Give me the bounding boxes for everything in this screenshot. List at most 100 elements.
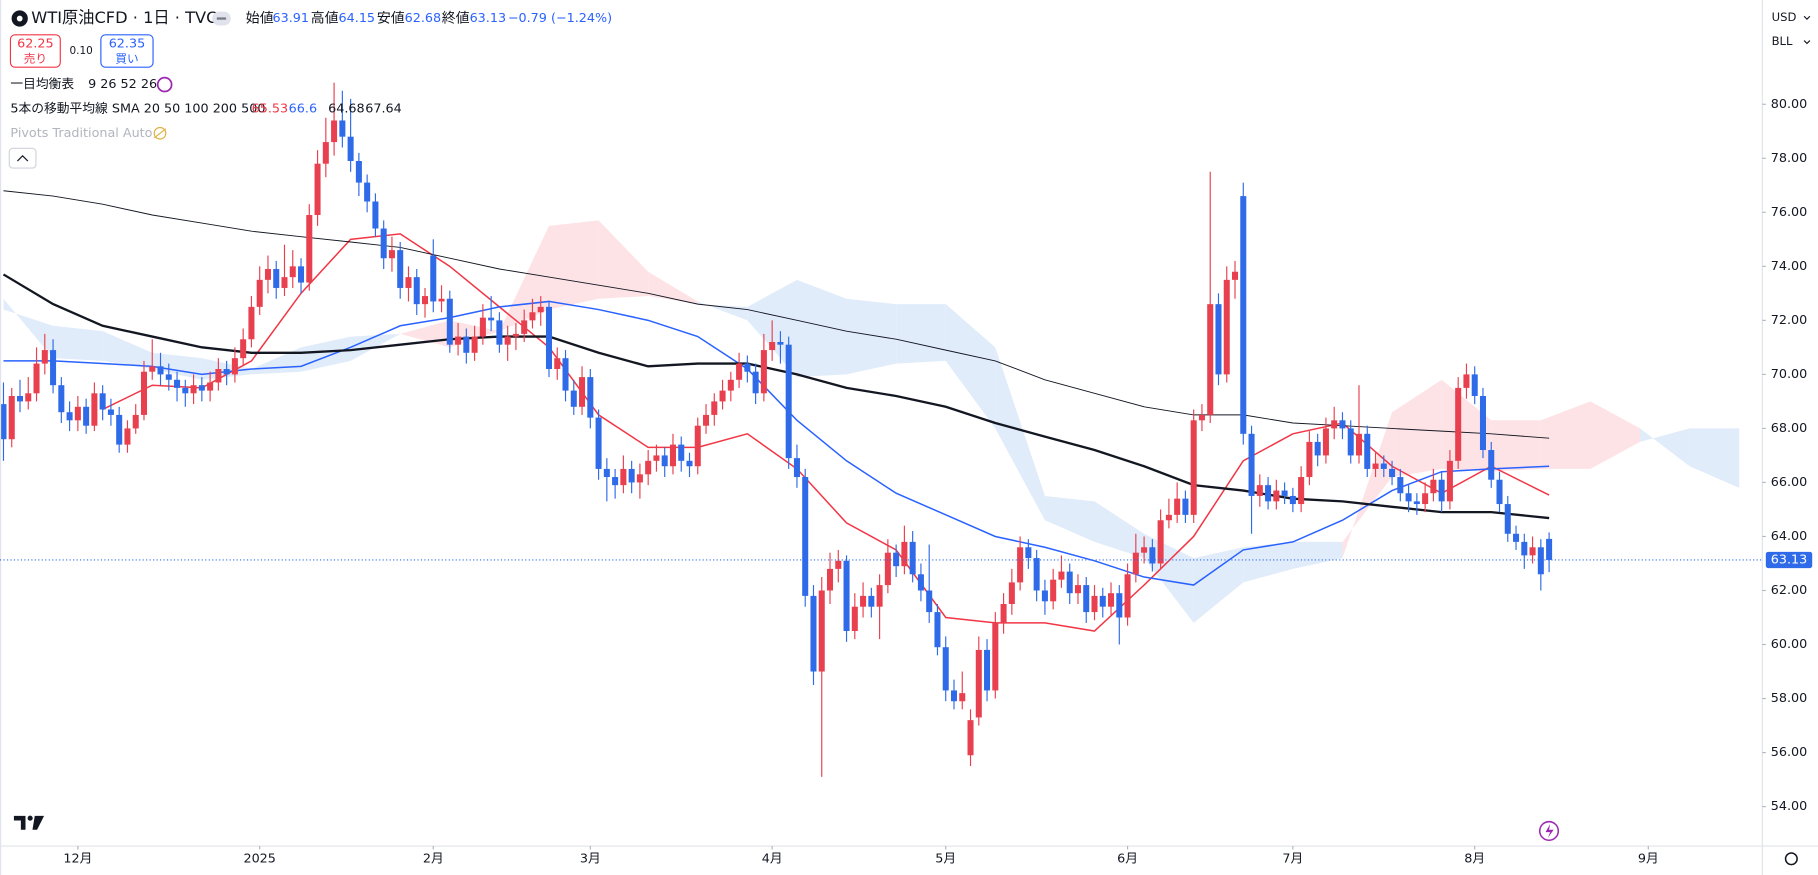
spread: 0.10	[70, 45, 93, 57]
candle-body	[554, 358, 561, 369]
currency[interactable]: USD	[1772, 10, 1797, 24]
candle-body	[322, 142, 329, 164]
y-tick-label: 64.00	[1771, 529, 1808, 544]
ma-value: 67.64	[365, 101, 402, 116]
candle-body	[306, 215, 313, 283]
ma-value: 64.68	[328, 101, 365, 116]
candle-body	[1008, 582, 1015, 604]
y-tick-label: 78.00	[1771, 151, 1808, 166]
sell-button[interactable]	[9, 34, 61, 68]
buy-button[interactable]	[100, 34, 154, 68]
ohlc-value: 64.15	[339, 11, 376, 26]
indicator-name[interactable]: 一目均衡表	[10, 77, 74, 92]
candle-body	[1215, 304, 1222, 375]
candle-body	[1463, 374, 1470, 388]
candle-body	[0, 404, 7, 440]
tv-logo	[13, 815, 45, 830]
cloud-segment	[1640, 428, 1690, 467]
x-tick-label: 9月	[1638, 851, 1659, 866]
candle-body	[16, 396, 24, 402]
sell-price: 62.25	[17, 37, 54, 52]
candle-body	[818, 590, 825, 672]
candle-body	[1050, 579, 1057, 602]
candle-body	[198, 385, 205, 391]
buy-price: 62.35	[109, 37, 146, 52]
unit[interactable]: BLL	[1772, 34, 1793, 48]
candle-body	[793, 458, 800, 478]
candle-body	[364, 182, 371, 202]
ohlc-value: 62.68	[405, 11, 442, 26]
candle-body	[1339, 420, 1346, 429]
candle-body	[1273, 490, 1280, 502]
candle-body	[1298, 477, 1305, 505]
candle-body	[917, 574, 924, 591]
candle-body	[744, 363, 751, 372]
candle-body	[1331, 420, 1338, 429]
cloud-segment	[1689, 428, 1740, 488]
candle-body	[876, 585, 883, 607]
candle-body	[339, 120, 346, 137]
candle-body	[397, 250, 404, 288]
ma-line	[102, 233, 1550, 632]
candle-body	[612, 477, 619, 486]
cloud-segment	[548, 220, 599, 310]
candle-body	[1066, 571, 1073, 594]
candle-body	[661, 455, 668, 467]
cloud-segment	[3, 298, 54, 359]
candle-body	[298, 266, 305, 283]
event-icon[interactable]	[1538, 820, 1560, 841]
cloud-segment	[1094, 501, 1145, 559]
candle-body	[231, 358, 238, 375]
candle-body	[488, 317, 495, 321]
cloud-segment	[995, 347, 1045, 521]
indicator-name[interactable]: Pivots Traditional Auto	[10, 126, 152, 141]
candle-body	[959, 693, 966, 702]
ohlc-label: 始値	[246, 11, 274, 27]
candle-body	[587, 377, 594, 418]
candle-body	[1232, 271, 1239, 280]
candle-body	[595, 417, 602, 469]
cloud-segment	[1441, 379, 1492, 472]
candle-body	[116, 414, 123, 445]
candle-body	[1141, 547, 1148, 553]
hidden-icon	[153, 126, 167, 140]
candle-body	[777, 341, 784, 345]
candle-body	[736, 363, 743, 380]
candle-body	[132, 414, 139, 429]
candle-body	[686, 460, 693, 467]
candle-body	[281, 277, 288, 288]
candle-body	[83, 406, 90, 426]
candle-body	[926, 590, 933, 613]
candle-body	[1355, 433, 1363, 456]
y-tick-label: 58.00	[1771, 691, 1808, 706]
symbol-title[interactable]: WTI原油CFD · 1日 · TVC	[31, 8, 217, 27]
candle-body	[950, 690, 958, 702]
candle-body	[719, 390, 726, 402]
indicator-name[interactable]: 5本の移動平均線 SMA 20 50 100 200 500	[10, 100, 265, 116]
y-tick-label: 54.00	[1771, 799, 1808, 814]
candle-body	[347, 136, 354, 161]
settings-button[interactable]	[1784, 852, 1798, 866]
candle-body	[1174, 498, 1181, 515]
ma-value: 66.6	[289, 101, 317, 116]
collapse-button[interactable]	[8, 147, 37, 169]
ohlc-label: 高値	[311, 10, 339, 27]
candle-body	[1281, 490, 1288, 496]
cloud-segment	[1144, 533, 1194, 623]
candle-body	[1256, 485, 1263, 496]
y-tick-label: 76.00	[1771, 205, 1808, 220]
event-icon	[1545, 824, 1554, 838]
candle-body	[893, 552, 900, 567]
candle-body	[149, 366, 156, 372]
candle-body	[1289, 495, 1296, 505]
collapse-icon	[16, 155, 29, 162]
candle-body	[50, 350, 57, 386]
dropdown-icon	[1803, 15, 1811, 20]
loading-icon	[156, 76, 173, 93]
candle-body	[1430, 479, 1437, 494]
candle-body	[1397, 477, 1404, 494]
candle-body	[215, 368, 222, 383]
buy-label: 買い	[115, 52, 138, 66]
candle-body	[421, 296, 429, 305]
candle-body	[1074, 585, 1081, 594]
